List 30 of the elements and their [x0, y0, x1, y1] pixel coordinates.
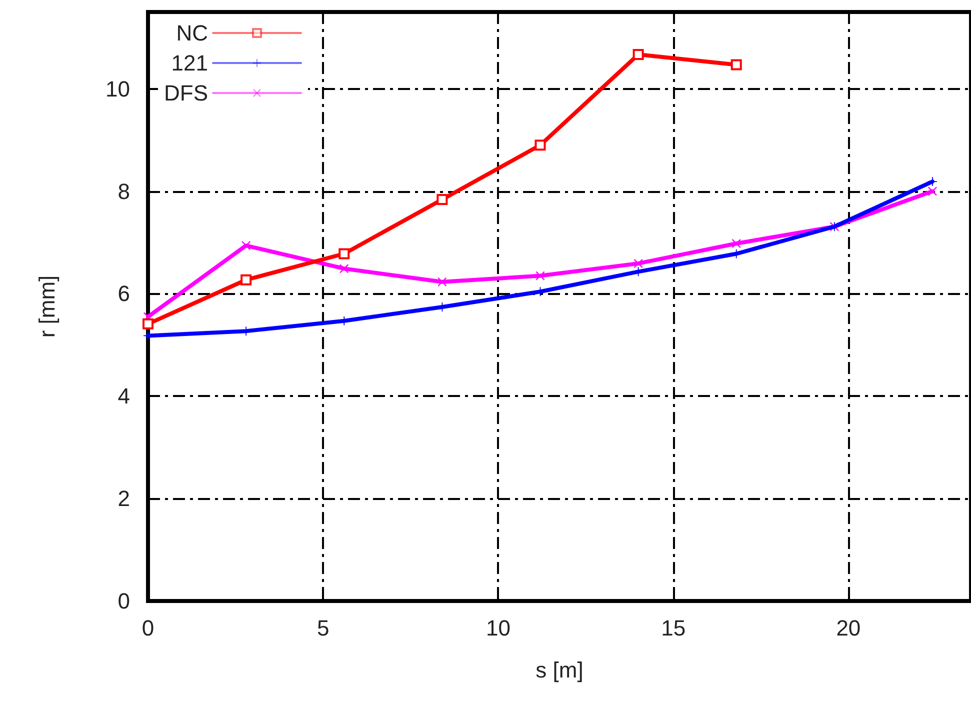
y-tick-label: 0: [118, 588, 130, 614]
point: [438, 277, 447, 286]
point: [436, 194, 448, 205]
x-tick-label: 5: [316, 616, 330, 640]
y-tick-label: 2: [118, 486, 130, 512]
point: [632, 49, 644, 60]
y-tick-label: 6: [118, 281, 130, 306]
point: [240, 274, 252, 286]
x-tick-label: 20: [836, 616, 861, 640]
point: [142, 318, 154, 330]
x-axis-title: s [m]: [536, 658, 584, 682]
point: [534, 140, 546, 151]
x-tick-label: 10: [486, 616, 510, 640]
point: [634, 258, 643, 268]
legend-label: 121: [171, 50, 208, 76]
point: [338, 248, 350, 260]
y-tick-label: 8: [118, 178, 130, 204]
y-axis-title: r [mm]: [34, 275, 60, 338]
point: [732, 239, 741, 248]
point: [928, 186, 937, 196]
legend-label: DFS: [164, 80, 208, 106]
point: [340, 264, 349, 274]
point: [730, 59, 742, 70]
x-tick-label: 0: [142, 616, 154, 640]
y-tick-label: 4: [118, 384, 130, 409]
x-tick-label: 15: [661, 616, 686, 640]
y-tick-label: 10: [106, 76, 130, 102]
point: [928, 177, 937, 186]
legend-label: NC: [176, 20, 208, 46]
point: [242, 241, 251, 250]
